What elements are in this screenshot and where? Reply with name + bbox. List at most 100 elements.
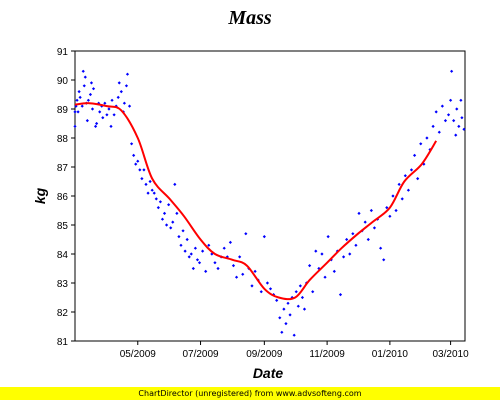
data-point <box>119 90 123 94</box>
data-point <box>298 284 302 288</box>
data-point <box>403 174 407 178</box>
data-point <box>146 191 150 195</box>
data-point <box>136 159 140 163</box>
data-point <box>85 119 89 123</box>
y-tick-label: 88 <box>57 134 69 145</box>
data-point <box>222 246 226 250</box>
data-point <box>116 95 120 99</box>
data-point <box>112 113 116 117</box>
data-point <box>425 136 429 140</box>
data-point <box>160 217 165 221</box>
data-point <box>253 269 257 273</box>
data-point <box>179 243 183 247</box>
data-point <box>400 197 404 201</box>
data-point <box>412 153 417 157</box>
x-tick-label: 03/2010 <box>433 349 470 360</box>
data-point <box>294 290 298 294</box>
y-tick-label: 86 <box>57 192 69 203</box>
trend-line-group <box>74 102 438 301</box>
data-point <box>73 124 77 128</box>
footer-watermark: ChartDirector (unregistered) from www.ad… <box>0 387 500 400</box>
data-point <box>101 116 105 120</box>
data-point <box>265 281 270 285</box>
data-point <box>89 81 94 85</box>
data-point <box>452 119 456 123</box>
data-point <box>326 235 330 239</box>
chart-title: Mass <box>227 7 272 29</box>
data-point <box>77 90 81 94</box>
data-point <box>105 113 109 117</box>
data-point <box>262 235 266 239</box>
data-point <box>90 107 95 111</box>
data-point <box>406 188 411 192</box>
y-tick-label: 84 <box>57 250 69 261</box>
data-point <box>75 98 79 102</box>
trend-line <box>74 102 438 301</box>
data-point <box>197 261 202 265</box>
data-point <box>450 69 454 73</box>
data-point <box>177 235 181 239</box>
data-point <box>83 75 87 79</box>
data-point <box>216 266 220 271</box>
data-point <box>158 200 163 204</box>
data-point <box>416 177 420 181</box>
data-point <box>345 237 349 242</box>
data-point <box>144 182 148 186</box>
y-tick-label: 85 <box>57 221 69 232</box>
data-point <box>457 124 461 128</box>
data-point <box>142 168 146 172</box>
x-axis: 05/2009 07/2009 09/2009 11/2009 01/2010 03/20… <box>120 341 469 360</box>
data-points <box>73 69 466 337</box>
data-point <box>167 203 171 207</box>
data-point <box>189 252 193 256</box>
data-point <box>460 116 464 120</box>
data-point <box>363 220 367 224</box>
data-point <box>372 226 377 230</box>
data-point <box>110 98 114 102</box>
data-point <box>171 220 175 224</box>
data-point <box>81 69 85 73</box>
data-point <box>185 237 189 242</box>
data-point <box>80 104 84 108</box>
y-tick-label: 83 <box>57 279 69 290</box>
data-point <box>446 113 451 117</box>
data-point <box>409 168 414 172</box>
data-point <box>275 298 279 302</box>
data-point <box>98 110 102 114</box>
data-point <box>379 246 383 250</box>
data-point <box>244 232 248 236</box>
y-axis-label: kg <box>32 187 48 204</box>
data-point <box>234 275 239 279</box>
y-tick-label: 81 <box>57 337 69 348</box>
data-point <box>207 243 211 247</box>
y-tick-label: 91 <box>57 47 69 58</box>
x-tick-label: 05/2009 <box>120 349 157 360</box>
data-point <box>175 211 179 215</box>
data-point <box>228 240 232 244</box>
data-point <box>191 266 195 271</box>
data-point <box>292 333 296 337</box>
data-point <box>156 206 160 210</box>
data-point <box>397 182 401 186</box>
data-point <box>431 124 435 128</box>
data-point <box>454 133 458 137</box>
data-point <box>150 188 154 192</box>
data-point <box>286 301 290 305</box>
data-point <box>348 252 352 256</box>
data-point <box>341 255 346 259</box>
data-point <box>193 246 197 250</box>
data-point <box>181 229 185 233</box>
data-point <box>238 255 242 259</box>
data-point <box>86 98 90 102</box>
data-point <box>76 110 80 114</box>
data-point <box>117 81 121 85</box>
data-point <box>78 95 82 99</box>
data-point <box>73 110 77 114</box>
data-point <box>187 255 191 259</box>
data-point <box>129 142 134 146</box>
data-point <box>152 191 156 195</box>
data-point <box>462 127 466 131</box>
data-point <box>385 206 389 210</box>
data-point <box>250 284 254 288</box>
data-point <box>278 316 282 320</box>
